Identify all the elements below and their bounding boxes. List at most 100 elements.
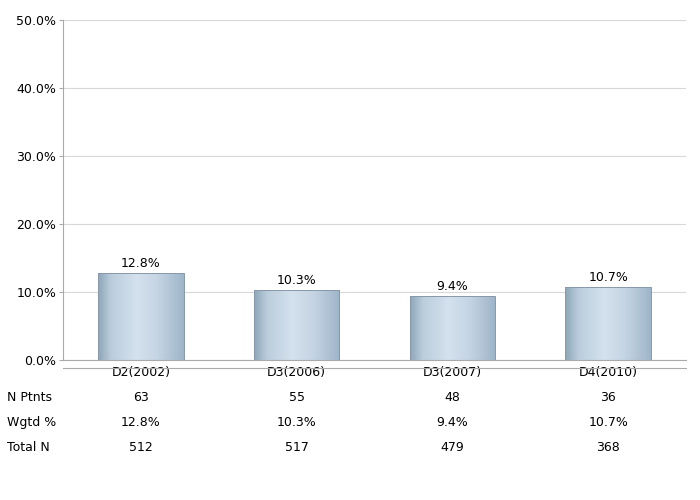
Bar — [160, 273, 161, 360]
Bar — [100, 273, 101, 360]
Text: 368: 368 — [596, 441, 620, 454]
Bar — [634, 287, 636, 360]
Bar — [485, 296, 486, 360]
Bar — [336, 290, 337, 360]
Bar — [176, 273, 177, 360]
Bar — [613, 287, 614, 360]
Bar — [611, 287, 612, 360]
Bar — [324, 290, 325, 360]
Bar — [452, 296, 453, 360]
Bar — [492, 296, 493, 360]
Bar — [636, 287, 637, 360]
Bar — [457, 296, 458, 360]
Bar — [173, 273, 174, 360]
Bar — [180, 273, 181, 360]
Bar — [455, 296, 456, 360]
Bar — [158, 273, 159, 360]
Bar — [304, 290, 305, 360]
Bar — [285, 290, 286, 360]
Bar — [136, 273, 137, 360]
Bar — [281, 290, 282, 360]
Bar — [333, 290, 334, 360]
Bar — [166, 273, 167, 360]
Bar — [148, 273, 149, 360]
Bar — [281, 290, 283, 360]
Bar — [419, 296, 421, 360]
Bar — [467, 296, 468, 360]
Bar — [118, 273, 119, 360]
Bar — [159, 273, 160, 360]
Bar — [296, 290, 297, 360]
Bar — [428, 296, 429, 360]
Bar — [450, 296, 451, 360]
Bar — [615, 287, 616, 360]
Bar — [412, 296, 413, 360]
Bar — [484, 296, 485, 360]
Bar — [410, 296, 411, 360]
Bar — [257, 290, 258, 360]
Bar — [318, 290, 320, 360]
Bar — [263, 290, 264, 360]
Bar — [626, 287, 628, 360]
Bar — [314, 290, 315, 360]
Bar — [574, 287, 575, 360]
Bar — [439, 296, 440, 360]
Bar — [311, 290, 312, 360]
Bar — [178, 273, 179, 360]
Bar — [331, 290, 332, 360]
Bar — [427, 296, 428, 360]
Bar — [327, 290, 328, 360]
Bar — [443, 296, 444, 360]
Bar — [254, 290, 340, 360]
Bar — [432, 296, 433, 360]
Bar — [319, 290, 321, 360]
Bar — [254, 290, 255, 360]
Bar — [256, 290, 257, 360]
Text: 12.8%: 12.8% — [121, 256, 161, 270]
Bar — [330, 290, 331, 360]
Bar — [117, 273, 118, 360]
Bar — [572, 287, 573, 360]
Bar — [291, 290, 292, 360]
Bar — [575, 287, 576, 360]
Bar — [617, 287, 618, 360]
Bar — [587, 287, 588, 360]
Text: 10.7%: 10.7% — [588, 416, 628, 429]
Bar — [639, 287, 640, 360]
Bar — [271, 290, 272, 360]
Bar — [589, 287, 590, 360]
Bar — [606, 287, 607, 360]
Bar — [596, 287, 598, 360]
Bar — [183, 273, 184, 360]
Bar — [586, 287, 587, 360]
Bar — [134, 273, 135, 360]
Bar — [577, 287, 578, 360]
Bar — [474, 296, 475, 360]
Bar — [578, 287, 579, 360]
Bar — [308, 290, 309, 360]
Bar — [305, 290, 306, 360]
Bar — [420, 296, 421, 360]
Bar — [320, 290, 321, 360]
Bar — [266, 290, 267, 360]
Bar — [632, 287, 634, 360]
Bar — [152, 273, 153, 360]
Bar — [483, 296, 484, 360]
Bar — [629, 287, 630, 360]
Bar — [139, 273, 140, 360]
Bar — [154, 273, 155, 360]
Bar — [182, 273, 183, 360]
Bar — [144, 273, 146, 360]
Bar — [624, 287, 625, 360]
Bar — [264, 290, 265, 360]
Bar — [287, 290, 288, 360]
Bar — [130, 273, 131, 360]
Bar — [429, 296, 430, 360]
Bar — [462, 296, 463, 360]
Bar — [580, 287, 581, 360]
Bar — [449, 296, 450, 360]
Bar — [481, 296, 482, 360]
Bar — [491, 296, 493, 360]
Bar — [459, 296, 461, 360]
Bar — [461, 296, 462, 360]
